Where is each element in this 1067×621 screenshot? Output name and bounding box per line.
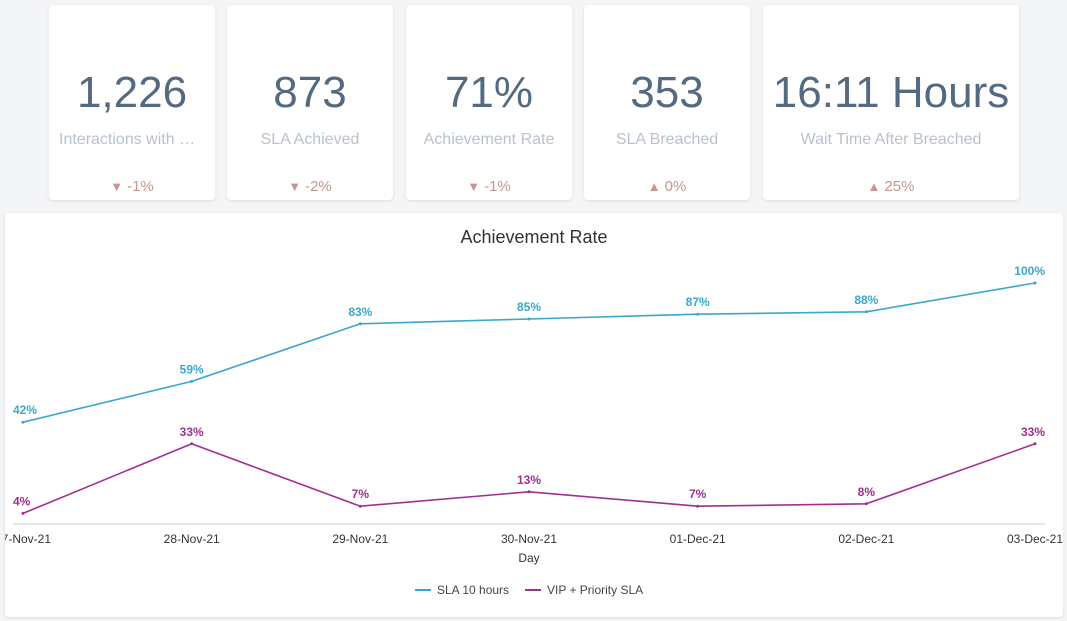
data-point bbox=[527, 317, 531, 321]
kpi-label: Interactions with P… bbox=[59, 131, 205, 148]
kpi-value: 16:11 Hours bbox=[772, 68, 1010, 117]
kpi-delta: ▲ 0% bbox=[584, 177, 750, 197]
x-tick-label: 27-Nov-21 bbox=[5, 532, 51, 546]
kpi-label: Wait Time After Breached bbox=[800, 131, 982, 148]
kpi-value: 71% bbox=[444, 68, 534, 117]
data-point bbox=[864, 502, 868, 506]
kpi-card-wait-time[interactable]: 16:11 Hours Wait Time After Breached ▲ 25… bbox=[763, 5, 1019, 200]
x-tick-label: 28-Nov-21 bbox=[164, 532, 220, 546]
kpi-card-achievement-rate[interactable]: 71% Achievement Rate ▼ -1% bbox=[406, 5, 572, 200]
data-point bbox=[21, 420, 25, 424]
data-point bbox=[358, 504, 362, 508]
data-label: 85% bbox=[517, 300, 541, 314]
data-point bbox=[864, 310, 868, 314]
data-point bbox=[696, 504, 700, 508]
achievement-rate-chart-card: Achievement Rate 27-Nov-21 28-Nov-21 29-No… bbox=[5, 213, 1063, 617]
kpi-card-sla-achieved[interactable]: 873 SLA Achieved ▼ -2% bbox=[227, 5, 393, 200]
up-arrow-icon: ▲ bbox=[647, 179, 661, 194]
kpi-delta: ▲ 25% bbox=[763, 177, 1019, 197]
data-point bbox=[696, 312, 700, 316]
line-chart: 27-Nov-21 28-Nov-21 29-Nov-21 30-Nov-21 01-D… bbox=[5, 264, 1063, 597]
kpi-delta: ▼ -1% bbox=[406, 177, 572, 197]
data-point bbox=[190, 442, 194, 446]
kpi-label: SLA Breached bbox=[615, 131, 719, 148]
x-axis-title: Day bbox=[518, 551, 539, 565]
data-label: 8% bbox=[858, 485, 876, 499]
kpi-value: 873 bbox=[273, 68, 347, 117]
chart-title: Achievement Rate bbox=[460, 227, 608, 247]
kpi-value: 353 bbox=[630, 68, 704, 117]
kpi-card-interactions[interactable]: 1,226 Interactions with P… ▼ -1% bbox=[49, 5, 215, 200]
kpi-label: SLA Achieved bbox=[260, 131, 360, 148]
kpi-delta-value: 0% bbox=[664, 178, 687, 195]
x-tick-label: 30-Nov-21 bbox=[501, 532, 557, 546]
down-arrow-icon: ▼ bbox=[467, 179, 481, 194]
data-point bbox=[1033, 442, 1037, 446]
data-label: 88% bbox=[854, 293, 878, 307]
kpi-label: Achievement Rate bbox=[423, 131, 555, 148]
data-label: 87% bbox=[686, 295, 710, 309]
x-tick-label: 29-Nov-21 bbox=[332, 532, 388, 546]
x-tick-label: 03-Dec-21 bbox=[1007, 532, 1063, 546]
kpi-delta-value: -1% bbox=[127, 178, 154, 195]
x-tick-label: 01-Dec-21 bbox=[670, 532, 726, 546]
legend-label: VIP + Priority SLA bbox=[547, 583, 643, 597]
kpi-delta-value: 25% bbox=[884, 178, 915, 195]
data-label: 13% bbox=[517, 473, 541, 487]
down-arrow-icon: ▼ bbox=[288, 179, 302, 194]
data-point bbox=[1033, 281, 1037, 285]
data-label: 4% bbox=[13, 494, 31, 508]
data-label: 59% bbox=[180, 362, 204, 376]
data-point bbox=[358, 322, 362, 326]
data-label: 42% bbox=[13, 403, 37, 417]
data-point bbox=[527, 490, 531, 494]
data-label: 100% bbox=[1014, 264, 1045, 278]
data-point bbox=[21, 511, 25, 515]
data-label: 33% bbox=[1021, 425, 1045, 439]
data-label: 7% bbox=[352, 487, 370, 501]
legend-label: SLA 10 hours bbox=[437, 583, 509, 597]
data-label: 83% bbox=[348, 305, 372, 319]
up-arrow-icon: ▲ bbox=[867, 179, 881, 194]
x-tick-label: 02-Dec-21 bbox=[838, 532, 894, 546]
data-label: 33% bbox=[180, 425, 204, 439]
kpi-delta: ▼ -2% bbox=[227, 177, 393, 197]
data-label: 7% bbox=[689, 487, 707, 501]
down-arrow-icon: ▼ bbox=[110, 179, 124, 194]
kpi-card-sla-breached[interactable]: 353 SLA Breached ▲ 0% bbox=[584, 5, 750, 200]
kpi-value: 1,226 bbox=[76, 68, 188, 117]
kpi-delta-value: -1% bbox=[484, 178, 511, 195]
kpi-delta-value: -2% bbox=[305, 178, 332, 195]
data-point bbox=[190, 379, 194, 383]
kpi-delta: ▼ -1% bbox=[49, 177, 215, 197]
